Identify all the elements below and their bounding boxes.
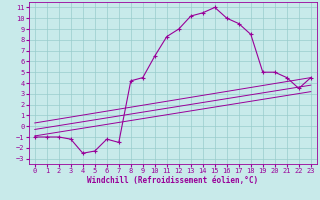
X-axis label: Windchill (Refroidissement éolien,°C): Windchill (Refroidissement éolien,°C)	[87, 176, 258, 185]
